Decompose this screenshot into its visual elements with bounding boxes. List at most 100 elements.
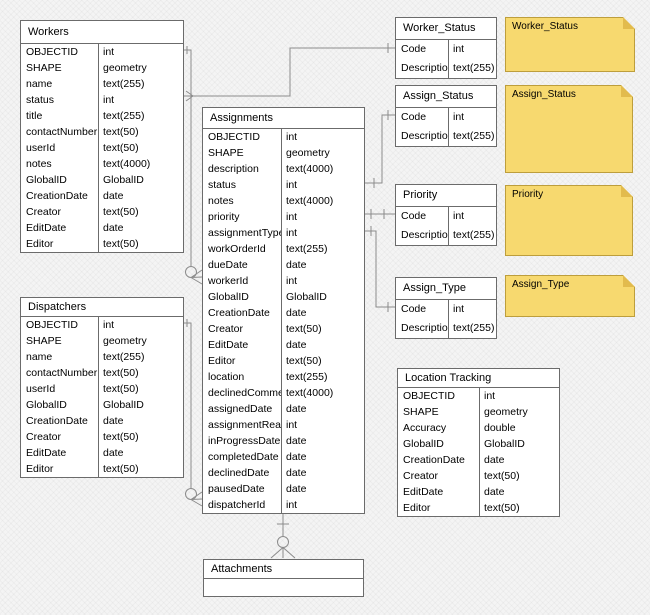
table-row: GlobalID GlobalID bbox=[21, 172, 183, 188]
field-name: workerId bbox=[208, 275, 249, 287]
field-name: Accuracy bbox=[403, 422, 447, 434]
field-type: text(50) bbox=[98, 461, 183, 477]
field-type: text(50) bbox=[98, 365, 183, 381]
table-row: contactNumber text(50) bbox=[21, 124, 183, 140]
field-type: date bbox=[98, 188, 183, 204]
field-name: EditDate bbox=[208, 339, 249, 351]
field-name: GlobalID bbox=[26, 399, 67, 411]
field-name: Description bbox=[401, 130, 448, 142]
field-type: int bbox=[281, 177, 364, 193]
table-row: CreationDate date bbox=[203, 305, 364, 321]
field-name: Code bbox=[401, 303, 427, 315]
table-row: EditDate date bbox=[398, 484, 559, 500]
field-name: notes bbox=[26, 158, 52, 170]
field-type: int bbox=[98, 317, 183, 333]
table-title: Assign_Type bbox=[396, 278, 496, 300]
field-type: date bbox=[281, 257, 364, 273]
table-row: GlobalID GlobalID bbox=[398, 436, 559, 452]
field-name: status bbox=[26, 94, 55, 106]
table-row: Editor text(50) bbox=[21, 236, 183, 252]
table-assign-type: Assign_Type Code int Description text(25… bbox=[395, 277, 497, 339]
table-row: name text(255) bbox=[21, 349, 183, 365]
table-row: name text(255) bbox=[21, 76, 183, 92]
field-name: status bbox=[208, 179, 237, 191]
connector-assignments-assign-status bbox=[365, 110, 395, 188]
table-workers: Workers OBJECTID int SHAPE geometry name… bbox=[20, 20, 184, 253]
note-fold-icon bbox=[621, 185, 633, 197]
field-name: Description bbox=[401, 229, 448, 241]
field-name: Creator bbox=[26, 206, 62, 218]
table-row: inProgressDate date bbox=[203, 433, 364, 449]
table-row: assignmentType int bbox=[203, 225, 364, 241]
field-name: Code bbox=[401, 111, 427, 123]
field-type: date bbox=[98, 445, 183, 461]
note-title: Worker_Status bbox=[512, 21, 578, 32]
table-row: Description text(255) bbox=[396, 226, 496, 245]
table-row: title text(255) bbox=[21, 108, 183, 124]
field-name: name bbox=[26, 78, 53, 90]
field-name: SHAPE bbox=[403, 406, 439, 418]
table-row: Description text(255) bbox=[396, 319, 496, 338]
field-type: int bbox=[98, 92, 183, 108]
table-worker-status: Worker_Status Code int Description text(… bbox=[395, 17, 497, 79]
table-row: SHAPE geometry bbox=[21, 333, 183, 349]
table-row: Editor text(50) bbox=[21, 461, 183, 477]
table-row: priority int bbox=[203, 209, 364, 225]
field-type: text(4000) bbox=[281, 385, 364, 401]
field-name: OBJECTID bbox=[208, 131, 260, 143]
field-name: contactNumber bbox=[26, 367, 98, 379]
field-type: int bbox=[281, 417, 364, 433]
field-name: Editor bbox=[403, 502, 431, 514]
field-name: EditDate bbox=[403, 486, 444, 498]
table-title: Assign_Status bbox=[396, 86, 496, 108]
table-row: CreationDate date bbox=[21, 413, 183, 429]
table-row: Creator text(50) bbox=[398, 468, 559, 484]
field-type: text(255) bbox=[448, 59, 496, 78]
table-row: declinedComment text(4000) bbox=[203, 385, 364, 401]
connector-assignments-priority bbox=[365, 209, 395, 219]
field-type: text(255) bbox=[98, 76, 183, 92]
table-row: SHAPE geometry bbox=[203, 145, 364, 161]
field-name: CreationDate bbox=[26, 190, 88, 202]
field-name: pausedDate bbox=[208, 483, 265, 495]
field-type: geometry bbox=[479, 404, 559, 420]
table-row: CreationDate date bbox=[21, 188, 183, 204]
table-row: contactNumber text(50) bbox=[21, 365, 183, 381]
field-type: text(50) bbox=[479, 500, 559, 516]
table-row: EditDate date bbox=[21, 445, 183, 461]
table-row: OBJECTID int bbox=[203, 129, 364, 145]
field-type: text(255) bbox=[448, 319, 496, 338]
field-type: text(255) bbox=[98, 108, 183, 124]
field-type: date bbox=[281, 401, 364, 417]
table-row: location text(255) bbox=[203, 369, 364, 385]
table-title: Attachments bbox=[204, 560, 363, 579]
table-row: description text(4000) bbox=[203, 161, 364, 177]
field-name: Editor bbox=[26, 463, 54, 475]
field-name: declinedDate bbox=[208, 467, 270, 479]
field-type: int bbox=[281, 209, 364, 225]
field-name: GlobalID bbox=[403, 438, 444, 450]
table-row: Creator text(50) bbox=[203, 321, 364, 337]
note-title: Priority bbox=[512, 189, 544, 200]
field-type: GlobalID bbox=[98, 172, 183, 188]
field-name: description bbox=[208, 163, 259, 175]
table-row: Description text(255) bbox=[396, 59, 496, 78]
field-name: SHAPE bbox=[26, 62, 62, 74]
field-type: date bbox=[281, 449, 364, 465]
table-row: assignedDate date bbox=[203, 401, 364, 417]
table-row: declinedDate date bbox=[203, 465, 364, 481]
field-name: notes bbox=[208, 195, 234, 207]
table-row: Creator text(50) bbox=[21, 204, 183, 220]
field-type: GlobalID bbox=[281, 289, 364, 305]
table-row: completedDate date bbox=[203, 449, 364, 465]
field-type: text(50) bbox=[98, 429, 183, 445]
table-row: Creator text(50) bbox=[21, 429, 183, 445]
table-priority: Priority Code int Description text(255) bbox=[395, 184, 497, 246]
table-title: Workers bbox=[21, 21, 183, 44]
field-type: text(50) bbox=[281, 353, 364, 369]
field-name: EditDate bbox=[26, 222, 67, 234]
table-row: notes text(4000) bbox=[21, 156, 183, 172]
field-type: geometry bbox=[281, 145, 364, 161]
table-location-tracking: Location Tracking OBJECTID int SHAPE geo… bbox=[397, 368, 560, 517]
